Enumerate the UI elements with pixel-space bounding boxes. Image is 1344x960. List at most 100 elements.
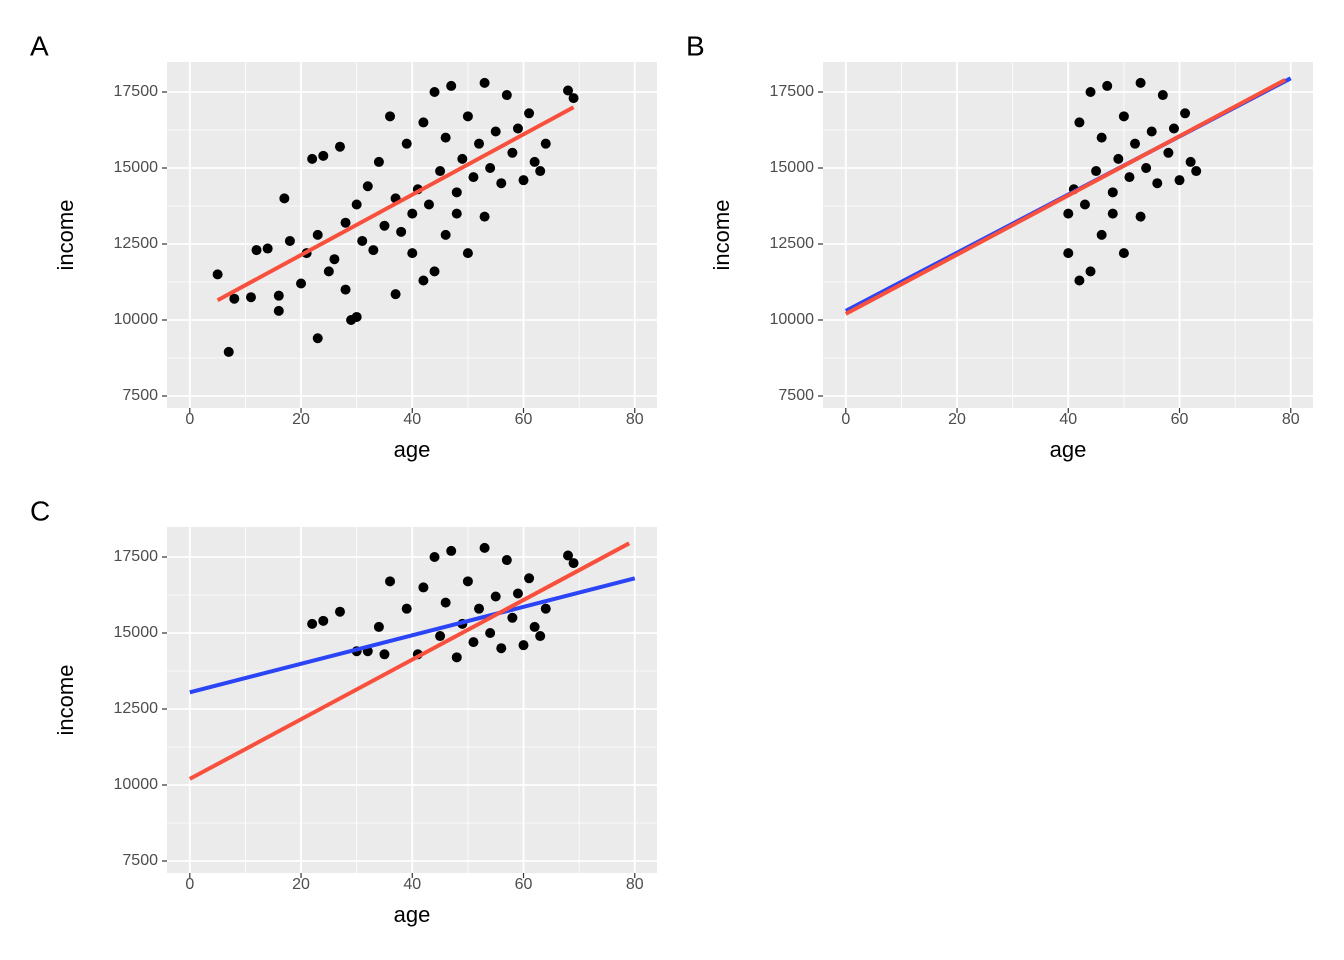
point [273,290,284,301]
y-tick-label: 17500 [114,548,159,565]
point [457,153,468,164]
point [1102,80,1113,91]
point [273,305,284,316]
point [429,552,440,563]
point [429,266,440,277]
point [407,248,418,259]
y-tick-label: 10000 [114,311,159,328]
panel: 0 20 40 60 80 7500 10000 12500 15000 17500 age inco… [686,30,1313,462]
x-axis-title: age [394,437,431,462]
point [351,311,362,322]
point [518,175,529,186]
point [329,254,340,265]
point [1168,123,1179,134]
point [312,333,323,344]
panel: 0 20 40 60 80 7500 10000 12500 15000 17500 age inco… [30,495,657,927]
point [1118,248,1129,259]
point [212,269,223,280]
panel-label: B [686,30,705,61]
point [451,208,462,219]
point [540,603,551,614]
x-tick-label: 20 [292,876,310,893]
x-tick-label: 0 [841,411,850,428]
point [334,141,345,152]
point [524,573,535,584]
point [1096,229,1107,240]
point [529,621,540,632]
point [357,235,368,246]
point [1085,266,1096,277]
regression-line [189,576,636,695]
point [385,111,396,122]
point [1141,163,1152,174]
y-tick-label: 7500 [122,387,158,404]
point [284,235,295,246]
point [1135,77,1146,88]
point [501,90,512,101]
point [518,640,529,651]
point [379,649,390,660]
y-tick-label: 12500 [114,700,159,717]
point [379,220,390,231]
point [485,163,496,174]
point [1152,178,1163,189]
point [418,117,429,128]
point [245,292,256,303]
x-tick-label: 40 [403,876,421,893]
y-tick-label: 7500 [778,387,814,404]
panel: 0 20 40 60 80 7500 10000 12500 15000 17500 age inco… [30,30,657,462]
point [468,172,479,183]
point [318,150,329,161]
point [496,643,507,654]
y-tick-label: 10000 [114,776,159,793]
point [462,111,473,122]
point [390,289,401,300]
x-axis-title: age [394,902,431,927]
point [1113,153,1124,164]
point [1091,166,1102,177]
point [423,199,434,210]
point [368,245,379,256]
point [279,193,290,204]
y-tick-label: 15000 [114,624,159,641]
point [490,591,501,602]
point [479,77,490,88]
point [262,243,273,254]
point [468,637,479,648]
y-tick-label: 17500 [114,83,159,100]
point [307,618,318,629]
panel-label: C [30,495,50,526]
point [512,123,523,134]
point [307,153,318,164]
point [418,582,429,593]
point [351,199,362,210]
x-tick-label: 60 [515,876,533,893]
point [1074,275,1085,286]
point [1085,87,1096,98]
point [296,278,307,289]
point [524,108,535,119]
point [1191,166,1202,177]
y-tick-label: 12500 [770,235,815,252]
point [1063,208,1074,219]
point [334,606,345,617]
point [435,166,446,177]
point [568,93,579,104]
x-tick-label: 0 [185,876,194,893]
y-tick-label: 15000 [114,159,159,176]
point [401,138,412,149]
point [435,631,446,642]
point [535,166,546,177]
point [312,229,323,240]
x-tick-label: 80 [626,411,644,428]
point [340,284,351,295]
x-tick-label: 40 [403,411,421,428]
point [501,555,512,566]
point [396,226,407,237]
point [563,85,574,96]
point [440,229,451,240]
point [1135,211,1146,222]
point [474,603,485,614]
point [229,293,240,304]
